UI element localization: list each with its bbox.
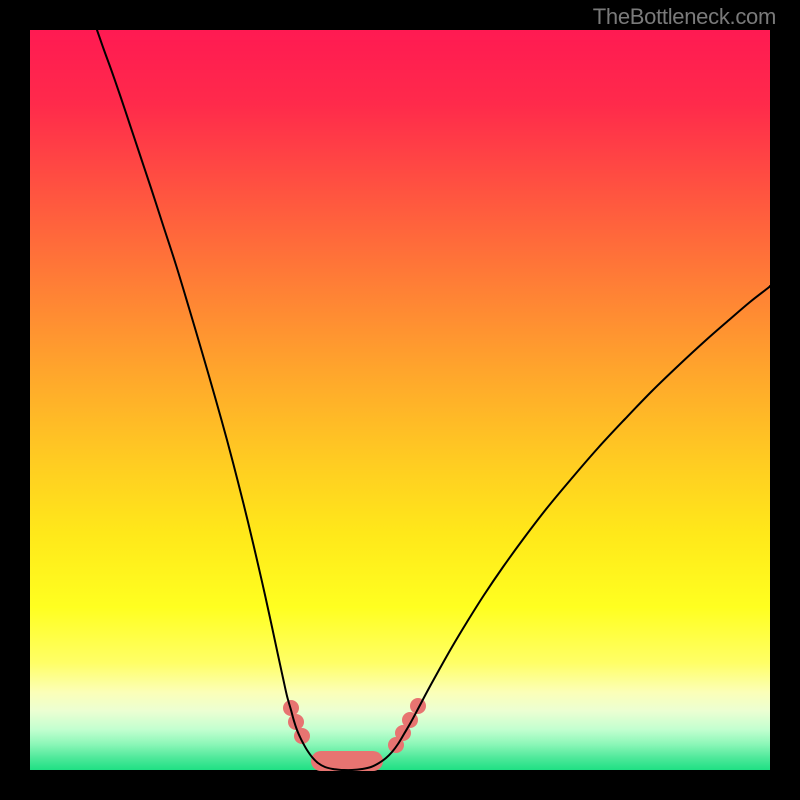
curve-overlay	[30, 30, 770, 770]
bottleneck-curve-left	[97, 30, 342, 770]
watermark-text: TheBottleneck.com	[593, 4, 776, 30]
bottleneck-curve-right	[342, 286, 770, 770]
valley-marker-pill	[311, 751, 383, 771]
plot-area	[30, 30, 770, 770]
chart-container: TheBottleneck.com	[0, 0, 800, 800]
